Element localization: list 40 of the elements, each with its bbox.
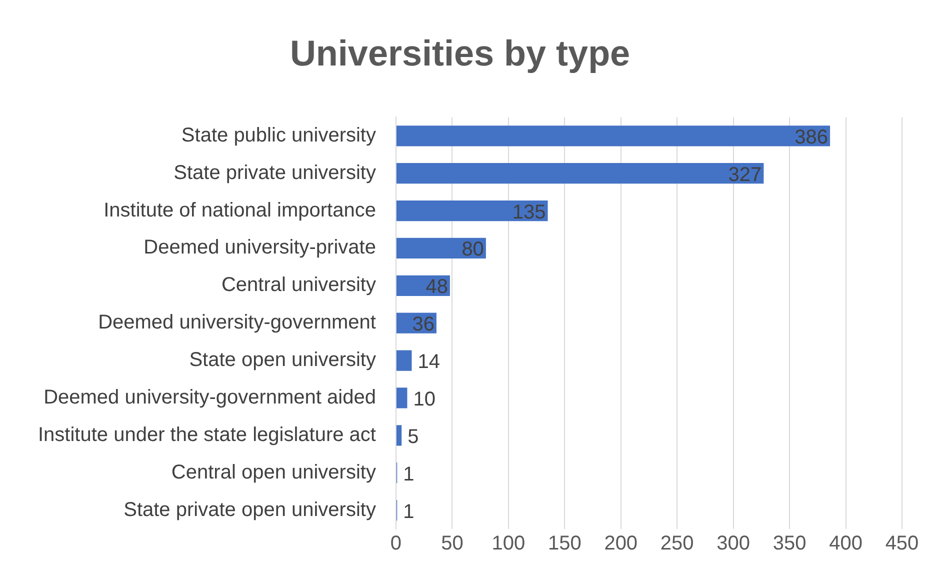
data-label: 135	[512, 201, 546, 224]
bar	[396, 163, 764, 184]
bar	[396, 126, 830, 146]
y-tick-label: State open university	[189, 349, 376, 372]
data-label: 386	[794, 126, 828, 148]
data-label: 10	[413, 388, 436, 410]
x-tick-label: 450	[885, 532, 919, 555]
y-tick-label: Central university	[221, 274, 376, 296]
x-tick-label: 250	[660, 532, 694, 555]
y-tick-label: Institute of national importance	[104, 199, 376, 222]
chart-title: Universities by type	[290, 32, 630, 74]
x-tick-label: 400	[829, 532, 862, 555]
x-tick-label: 100	[492, 532, 526, 555]
y-tick-label: Central open university	[171, 461, 376, 484]
y-tick-label: State public university	[181, 124, 376, 146]
y-tick-label: Deemed university-government aided	[44, 386, 376, 408]
data-label: 48	[426, 276, 448, 298]
x-tick-label: 200	[604, 532, 638, 555]
x-tick-label: 50	[441, 532, 464, 555]
bar	[396, 200, 548, 222]
data-label: 80	[462, 238, 484, 261]
y-tick-label: State private university	[174, 162, 376, 184]
x-tick-label: 150	[548, 532, 582, 555]
y-tick-label: Deemed university-private	[144, 236, 376, 259]
data-label: 36	[412, 314, 434, 336]
x-tick-label: 0	[390, 532, 402, 555]
bar	[396, 388, 408, 408]
data-label: 5	[408, 426, 419, 448]
data-label: 1	[403, 463, 414, 486]
x-tick-label: 300	[716, 532, 750, 555]
data-label: 327	[728, 164, 762, 186]
data-label: 14	[418, 351, 440, 374]
data-label: 1	[403, 500, 414, 523]
y-tick-label: Institute under the state legislature act	[38, 424, 376, 446]
bar	[396, 425, 402, 446]
y-tick-label: State private open university	[124, 498, 376, 521]
x-tick-label: 350	[772, 532, 806, 555]
bar	[396, 238, 486, 259]
y-tick-label: Deemed university-government	[98, 312, 376, 334]
bar	[396, 350, 412, 371]
